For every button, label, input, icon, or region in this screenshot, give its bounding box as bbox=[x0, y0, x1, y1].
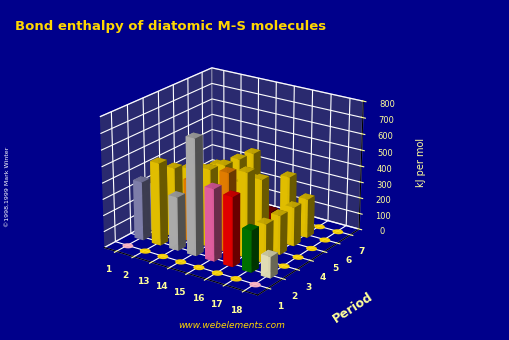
Text: www.webelements.com: www.webelements.com bbox=[178, 321, 285, 330]
Text: Bond enthalpy of diatomic M-S molecules: Bond enthalpy of diatomic M-S molecules bbox=[15, 20, 326, 33]
Y-axis label: Period: Period bbox=[330, 290, 375, 325]
Text: ©1998,1999 Mark Winter: ©1998,1999 Mark Winter bbox=[5, 147, 10, 227]
